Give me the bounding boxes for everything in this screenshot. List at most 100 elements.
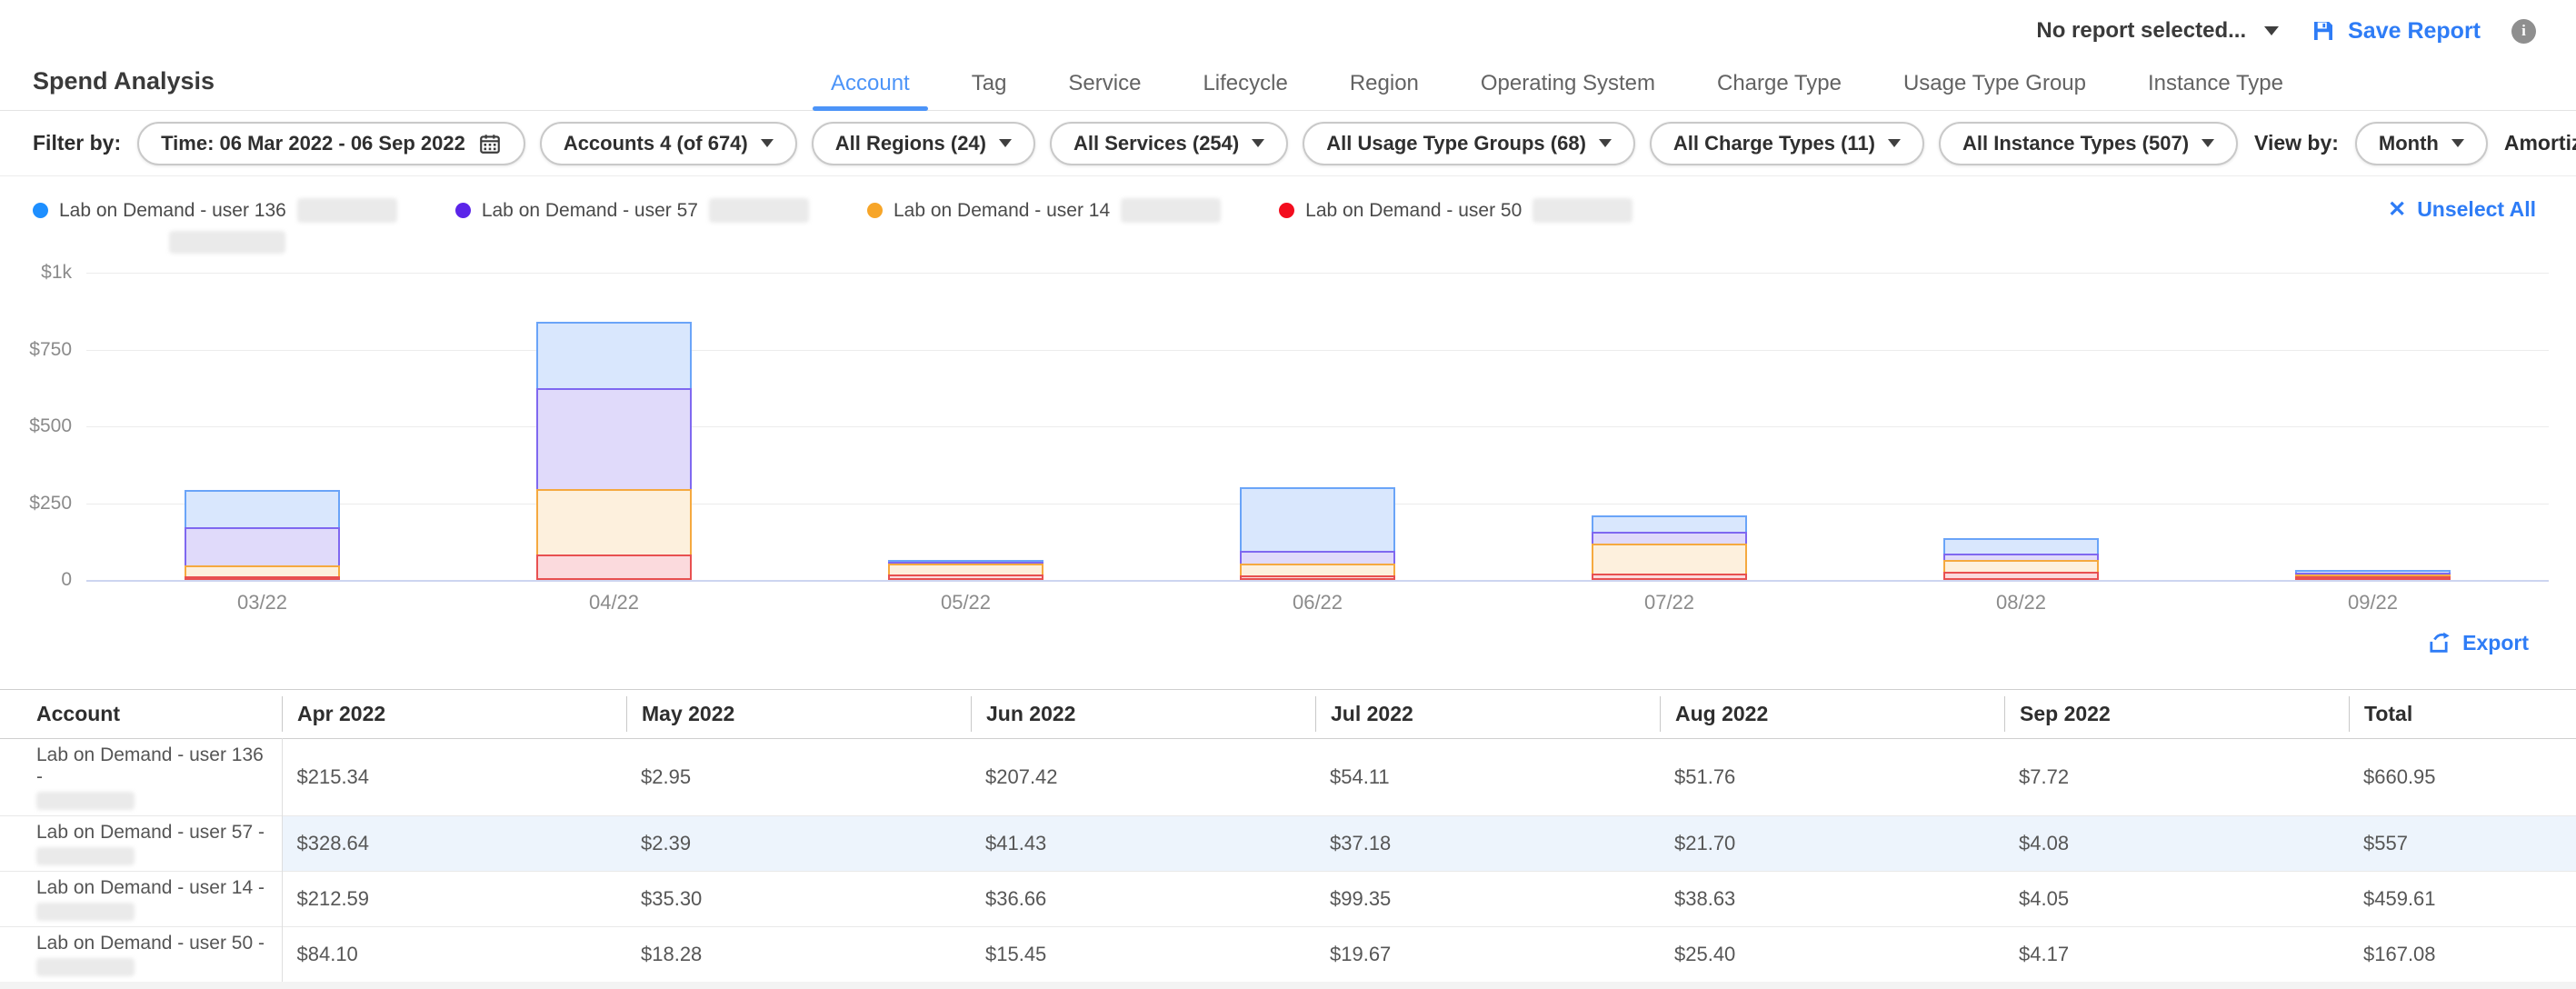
- bar-segment-lab-on-demand-user-14[interactable]: [536, 488, 692, 554]
- gridline: [86, 426, 2549, 427]
- info-icon[interactable]: [2511, 18, 2536, 44]
- chevron-down-icon: [2451, 139, 2464, 147]
- legend-item-lab-on-demand-user-57[interactable]: Lab on Demand - user 57: [454, 198, 809, 223]
- redacted-text: [36, 958, 135, 976]
- table-row: Lab on Demand - user 136 - $215.34 $2.95 $2…: [0, 738, 2576, 816]
- chart-bar-06-22[interactable]: [1240, 273, 1395, 580]
- bar-segment-lab-on-demand-user-50[interactable]: [1943, 572, 2099, 580]
- bar-segment-lab-on-demand-user-50[interactable]: [1592, 574, 1747, 580]
- chart-bar-03-22[interactable]: [185, 273, 340, 580]
- bar-segment-lab-on-demand-user-136[interactable]: [888, 559, 1043, 562]
- bar-segment-lab-on-demand-user-136[interactable]: [536, 321, 692, 388]
- chart-bar-07-22[interactable]: [1592, 273, 1747, 580]
- x-axis-label: 09/22: [2347, 591, 2399, 614]
- export-label: Export: [2462, 630, 2529, 654]
- bar-segment-lab-on-demand-user-50[interactable]: [536, 554, 692, 580]
- value-cell: $215.34: [296, 765, 370, 788]
- bar-segment-lab-on-demand-user-136[interactable]: [1592, 514, 1747, 533]
- bottom-strip: [0, 982, 2576, 989]
- tab-region[interactable]: Region: [1349, 71, 1419, 95]
- tab-operating-system[interactable]: Operating System: [1480, 71, 1655, 95]
- bar-segment-lab-on-demand-user-57[interactable]: [1592, 532, 1747, 544]
- unselect-all-button[interactable]: Unselect All: [2388, 196, 2536, 223]
- legend-item-lab-on-demand-user-50[interactable]: Lab on Demand - user 50: [1279, 198, 1633, 223]
- value-cell: $36.66: [985, 887, 1047, 910]
- legend-item-lab-on-demand-user-14[interactable]: Lab on Demand - user 14: [866, 198, 1222, 223]
- value-cell: $207.42: [985, 765, 1058, 788]
- chart-bar-09-22[interactable]: [2295, 273, 2451, 580]
- top-bar: No report selected... Save Report: [0, 0, 2576, 53]
- chart-bars: [86, 273, 2549, 580]
- tab-lifecycle[interactable]: Lifecycle: [1203, 71, 1288, 95]
- filter-pill-all-services-254[interactable]: All Services (254): [1050, 121, 1289, 165]
- filter-pill-all-regions-24[interactable]: All Regions (24): [811, 121, 1035, 165]
- bar-segment-lab-on-demand-user-14[interactable]: [2295, 574, 2451, 576]
- bar-segment-lab-on-demand-user-14[interactable]: [1240, 564, 1395, 575]
- bar-segment-lab-on-demand-user-50[interactable]: [2295, 576, 2451, 580]
- legend-dot-icon: [866, 203, 883, 218]
- column-header-sep-2022: Sep 2022: [2004, 690, 2349, 739]
- bar-segment-lab-on-demand-user-14[interactable]: [1592, 543, 1747, 574]
- y-axis-tick: $1k: [41, 262, 72, 283]
- value-cell: $35.30: [641, 887, 703, 910]
- bar-segment-lab-on-demand-user-136[interactable]: [2295, 570, 2451, 573]
- value-cell: $51.76: [1674, 765, 1736, 788]
- tab-usage-type-group[interactable]: Usage Type Group: [1902, 71, 2086, 95]
- bar-segment-lab-on-demand-user-50[interactable]: [888, 574, 1043, 580]
- filter-pill-time[interactable]: Time: 06 Mar 2022 - 06 Sep 2022: [137, 121, 525, 165]
- save-report-button[interactable]: Save Report: [2310, 17, 2481, 45]
- filter-pill-all-instance-types-507[interactable]: All Instance Types (507): [1939, 121, 2239, 165]
- gridline: [86, 273, 2549, 274]
- tab-tag[interactable]: Tag: [971, 71, 1007, 95]
- x-axis: 03/22 04/22 05/22 06/22 07/22 08/22 09/22: [86, 591, 2549, 614]
- bar-segment-lab-on-demand-user-136[interactable]: [1943, 537, 2099, 554]
- filter-pill-label: Accounts 4 (of 674): [563, 131, 748, 155]
- legend-item-lab-on-demand-user-136[interactable]: Lab on Demand - user 136: [33, 198, 397, 254]
- tab-instance-type[interactable]: Instance Type: [2147, 71, 2283, 95]
- x-icon: [2388, 196, 2406, 223]
- filter-pill-accounts-4-of-674[interactable]: Accounts 4 (of 674): [539, 121, 797, 165]
- tab-account[interactable]: Account: [800, 71, 941, 111]
- bar-segment-lab-on-demand-user-57[interactable]: [888, 561, 1043, 564]
- x-axis-label: 04/22: [588, 591, 640, 614]
- column-header-label: Apr 2022: [282, 696, 385, 732]
- chart-plot-area: $1k $750 $500 $250 0: [29, 262, 2549, 590]
- bar-segment-lab-on-demand-user-14[interactable]: [1943, 560, 2099, 573]
- value-cell: $660.95: [2363, 765, 2436, 788]
- account-cell: Lab on Demand - user 57 -: [0, 815, 283, 872]
- account-name: Lab on Demand - user 57 -: [36, 822, 265, 843]
- bar-segment-lab-on-demand-user-57[interactable]: [1943, 554, 2099, 561]
- table-row: Lab on Demand - user 50 - $84.10 $18.28 $15…: [0, 926, 2576, 984]
- bar-segment-lab-on-demand-user-50[interactable]: [1240, 574, 1395, 580]
- chevron-down-icon: [2202, 139, 2215, 147]
- report-selector-dropdown[interactable]: No report selected...: [2036, 18, 2280, 44]
- filter-pill-all-usage-type-groups-68[interactable]: All Usage Type Groups (68): [1303, 121, 1635, 165]
- view-by-value: Month: [2378, 131, 2439, 155]
- bar-segment-lab-on-demand-user-14[interactable]: [185, 565, 340, 576]
- bar-segment-lab-on-demand-user-57[interactable]: [1240, 551, 1395, 564]
- chart-bar-05-22[interactable]: [888, 273, 1043, 580]
- chevron-down-icon: [999, 139, 1012, 147]
- filter-pill-all-charge-types-11[interactable]: All Charge Types (11): [1649, 121, 1924, 165]
- bar-segment-lab-on-demand-user-57[interactable]: [2295, 573, 2451, 574]
- chart-bar-08-22[interactable]: [1943, 273, 2099, 580]
- tab-service[interactable]: Service: [1068, 71, 1142, 95]
- bar-segment-lab-on-demand-user-136[interactable]: [185, 490, 340, 527]
- column-header-label: Aug 2022: [1660, 696, 1768, 732]
- redacted-text: [36, 847, 135, 865]
- view-by-dropdown[interactable]: Month: [2354, 121, 2488, 165]
- legend-dot-icon: [33, 203, 48, 218]
- bar-segment-lab-on-demand-user-50[interactable]: [185, 576, 340, 580]
- export-button[interactable]: Export: [2426, 630, 2529, 655]
- tab-charge-type[interactable]: Charge Type: [1716, 71, 1842, 95]
- table-row: Lab on Demand - user 14 - $212.59 $35.30 $3…: [0, 871, 2576, 927]
- export-icon: [2430, 632, 2450, 653]
- bar-segment-lab-on-demand-user-136[interactable]: [1240, 487, 1395, 552]
- chart-bar-04-22[interactable]: [536, 273, 692, 580]
- bar-segment-lab-on-demand-user-14[interactable]: [888, 563, 1043, 574]
- bar-segment-lab-on-demand-user-57[interactable]: [536, 387, 692, 489]
- bar-segment-lab-on-demand-user-57[interactable]: [185, 526, 340, 566]
- value-cell: $25.40: [1674, 943, 1736, 965]
- value-cell: $167.08: [2363, 943, 2436, 965]
- value-cell: $2.95: [641, 765, 692, 788]
